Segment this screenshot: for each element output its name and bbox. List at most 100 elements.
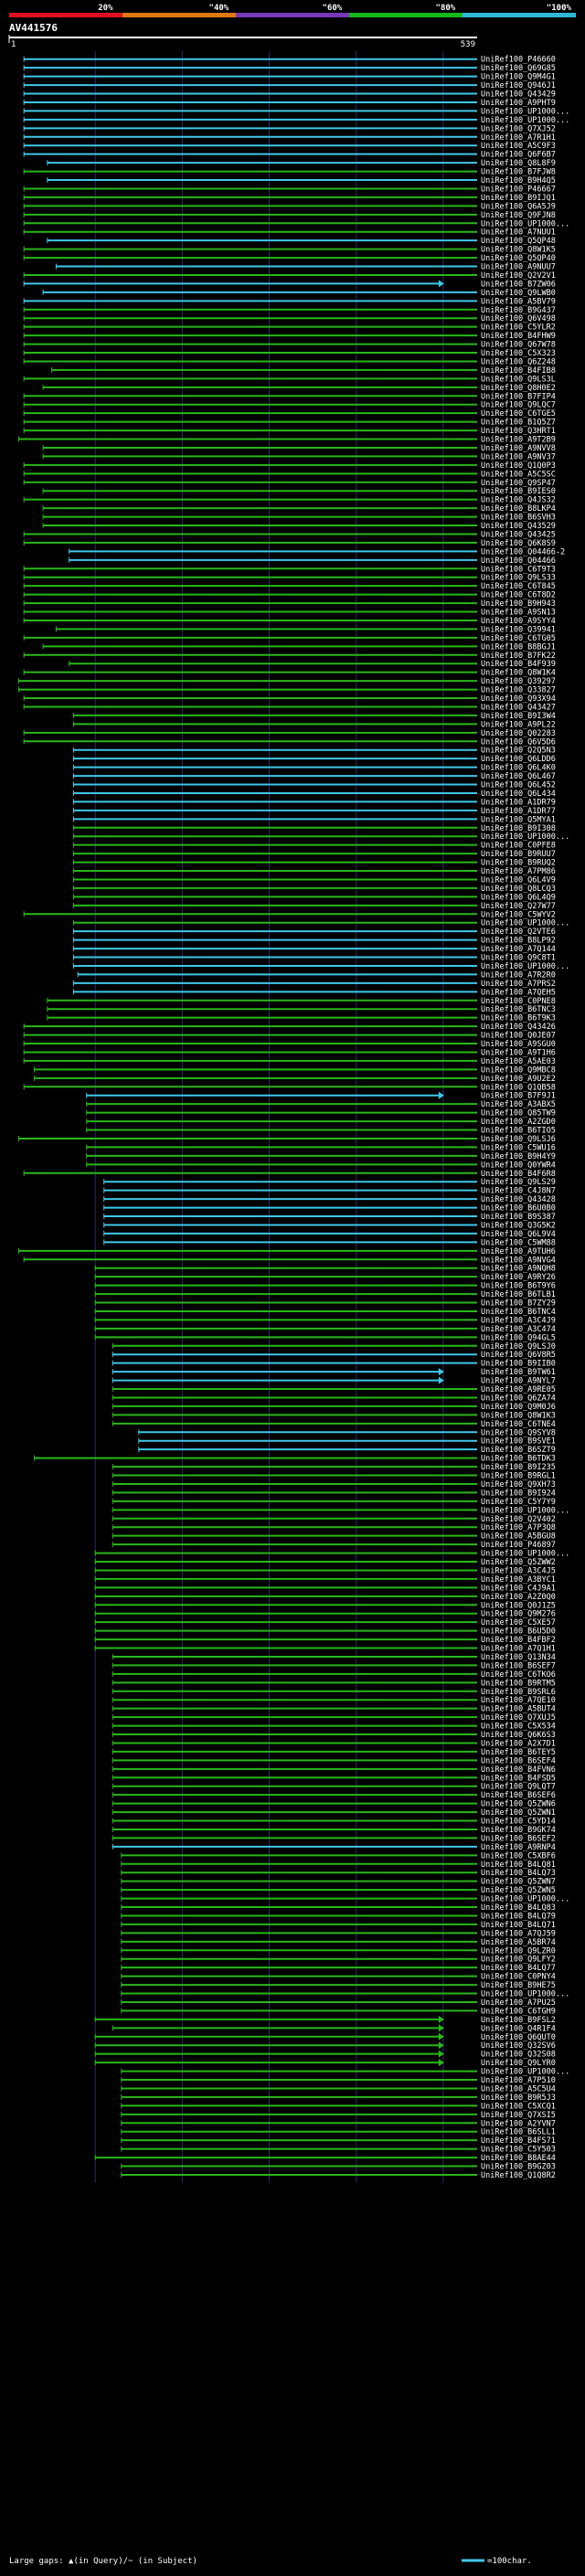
hit-label: UniRef100_Q5QP48 <box>481 237 556 246</box>
hit-row: UniRef100_C0PNE8 <box>47 997 556 1006</box>
hit-row: UniRef100_A5AE03 <box>23 1057 556 1066</box>
hit-row: UniRef100_Q6L4Q9 <box>72 893 556 902</box>
hit-label: UniRef100_C5YD14 <box>481 1818 556 1827</box>
hit-row: UniRef100_A3C4J5 <box>94 1566 556 1575</box>
hit-label: UniRef100_B4LQ79 <box>481 1912 556 1921</box>
hit-row: UniRef100_A9U2E2 <box>34 1075 556 1084</box>
hit-label: UniRef100_Q04466 <box>481 557 556 566</box>
hit-row: UniRef100_A9NUU7 <box>55 263 556 272</box>
hit-label: UniRef100_A1DR79 <box>481 798 556 807</box>
scale-segment <box>236 13 349 17</box>
hit-row: UniRef100_B4FSD5 <box>112 1774 556 1783</box>
hit-row: UniRef100_A7R1H1 <box>23 133 556 143</box>
hit-label: UniRef100_Q6L4V9 <box>481 875 556 885</box>
hit-row: UniRef100_C4J9A1 <box>94 1584 556 1593</box>
hit-row: UniRef100_A5C5SC <box>23 470 556 479</box>
hit-label: UniRef100_C5XCQ1 <box>481 2102 556 2111</box>
hit-row: UniRef100_Q7XJ52 <box>23 124 556 133</box>
hit-label: UniRef100_Q94GL5 <box>481 1333 556 1342</box>
hit-row: UniRef100_A9NV37 <box>42 452 556 461</box>
hit-row: UniRef100_Q9C8T1 <box>72 954 556 963</box>
hit-row: UniRef100_B9I924 <box>112 1489 556 1498</box>
hit-row: UniRef100_B6TNC3 <box>47 1005 556 1014</box>
hit-row: UniRef100_A1DR79 <box>72 798 556 807</box>
hit-label: UniRef100_C6TKO6 <box>481 1670 556 1680</box>
hit-row: UniRef100_B9H4Y9 <box>86 1152 556 1161</box>
hit-label: UniRef100_B4LQ73 <box>481 1869 556 1878</box>
hit-row: UniRef100_B9HE75 <box>121 1981 556 1990</box>
hit-row: UniRef100_B7FK22 <box>23 652 556 661</box>
hit-row: UniRef100_B7F9J1 <box>86 1091 556 1101</box>
hit-label: UniRef100_Q9M0J6 <box>481 1403 556 1412</box>
hit-label: UniRef100_A9SN13 <box>481 609 556 618</box>
hit-arrow <box>438 1368 444 1376</box>
hit-row: UniRef100_C5Y7Y9 <box>112 1498 556 1507</box>
hit-row: UniRef100_Q32SV6 <box>94 2041 556 2051</box>
hit-label: UniRef100_Q43429 <box>481 90 556 100</box>
hit-row: UniRef100_B8LP92 <box>72 937 556 946</box>
hit-label: UniRef100_B9SVE1 <box>481 1437 556 1447</box>
hit-label: UniRef100_B6TEY5 <box>481 1748 556 1757</box>
hit-row: UniRef100_Q9LQT7 <box>112 1783 556 1792</box>
query-axis: 1 539 <box>8 35 477 49</box>
hit-row: UniRef100_Q5ZWW2 <box>94 1558 556 1567</box>
hit-label: UniRef100_A9T2B9 <box>481 436 556 445</box>
hit-row: UniRef100_B9R5J3 <box>121 2094 556 2103</box>
hit-label: UniRef100_Q67W78 <box>481 341 556 350</box>
hit-row: UniRef100_A9RNP4 <box>112 1843 556 1852</box>
hit-label: UniRef100_A5C5U4 <box>481 2084 556 2094</box>
hit-label: UniRef100_B1Q5Z7 <box>481 419 556 428</box>
hit-row: UniRef100_P46667 <box>23 185 556 194</box>
hit-label: UniRef100_A9SGU0 <box>481 1040 556 1049</box>
hit-row: UniRef100_B9IES0 <box>42 487 556 496</box>
hit-label: UniRef100_A7PRS2 <box>481 980 556 989</box>
hit-label: UniRef100_B6SVH3 <box>481 514 556 523</box>
hit-row: UniRef100_B6SEF6 <box>112 1791 556 1800</box>
hit-row: UniRef100_B4LQ71 <box>121 1921 556 1930</box>
hit-row: UniRef100_C5X534 <box>112 1723 556 1732</box>
hit-label: UniRef100_A3C474 <box>481 1325 556 1334</box>
hit-row: UniRef100_A7R2R0 <box>77 970 556 980</box>
hit-row: UniRef100_B6T9K3 <box>47 1014 556 1023</box>
hit-row: UniRef100_B6TNC4 <box>94 1308 556 1317</box>
hit-row: UniRef100_Q9SYV8 <box>138 1428 556 1437</box>
hit-row: UniRef100_C5YD14 <box>112 1818 556 1827</box>
legend-scale-text: =100char. <box>487 2557 532 2566</box>
hit-label: UniRef100_A5BV79 <box>481 297 556 306</box>
hit-row: UniRef100_B9GK74 <box>112 1826 556 1835</box>
hit-label: UniRef100_B9IJQ1 <box>481 194 556 203</box>
hit-row: UniRef100_B9I308 <box>72 824 556 833</box>
hit-row: UniRef100_UP1000... <box>121 2068 569 2077</box>
hit-label: UniRef100_B6SEF7 <box>481 1661 556 1670</box>
hit-row: UniRef100_Q6L467 <box>72 772 556 781</box>
hit-row: UniRef100_B9H943 <box>23 599 556 609</box>
hit-row: UniRef100_Q9LQC7 <box>23 401 556 410</box>
hit-label: UniRef100_A1DR77 <box>481 807 556 816</box>
hit-label: UniRef100_Q32S08 <box>481 2051 556 2060</box>
hit-label: UniRef100_B4LQ77 <box>481 1964 556 1973</box>
hit-row: UniRef100_UP1000... <box>72 832 569 842</box>
hit-label: UniRef100_B7FK22 <box>481 652 556 661</box>
hit-label: UniRef100_C6T9T3 <box>481 565 556 574</box>
hit-row: UniRef100_B6SEF4 <box>112 1756 556 1765</box>
hit-label: UniRef100_Q13N34 <box>481 1653 556 1662</box>
hit-row: UniRef100_B6SZT9 <box>138 1446 556 1455</box>
hit-label: UniRef100_B6T9Y6 <box>481 1282 556 1291</box>
hit-row: UniRef100_C5YLR2 <box>23 323 556 333</box>
hit-arrow <box>438 2015 444 2023</box>
hit-label: UniRef100_B6T9K3 <box>481 1014 556 1023</box>
hit-label: UniRef100_A9TUH6 <box>481 1247 556 1256</box>
identity-scale-labels: 20% "40% "60% "80% "100% <box>98 4 571 13</box>
hit-label: UniRef100_A7PU25 <box>481 1998 556 2008</box>
hit-label: UniRef100_Q9LZR0 <box>481 1946 556 1956</box>
hit-row: UniRef100_B9FSL2 <box>94 2015 556 2025</box>
hit-row: UniRef100_Q04466 <box>69 557 556 566</box>
scale-tick-label: 20% <box>98 4 113 13</box>
hit-label: UniRef100_B4FBF2 <box>481 1636 556 1645</box>
hit-label: UniRef100_B9I235 <box>481 1463 556 1472</box>
hit-row: UniRef100_Q5ZWN5 <box>121 1886 556 1895</box>
hit-label: UniRef100_UP1000... <box>481 116 569 125</box>
hit-row: UniRef100_Q3G5K2 <box>103 1221 556 1230</box>
hit-row: UniRef100_C5XCQ1 <box>121 2102 556 2111</box>
hit-row: UniRef100_Q6A5J9 <box>23 202 556 211</box>
